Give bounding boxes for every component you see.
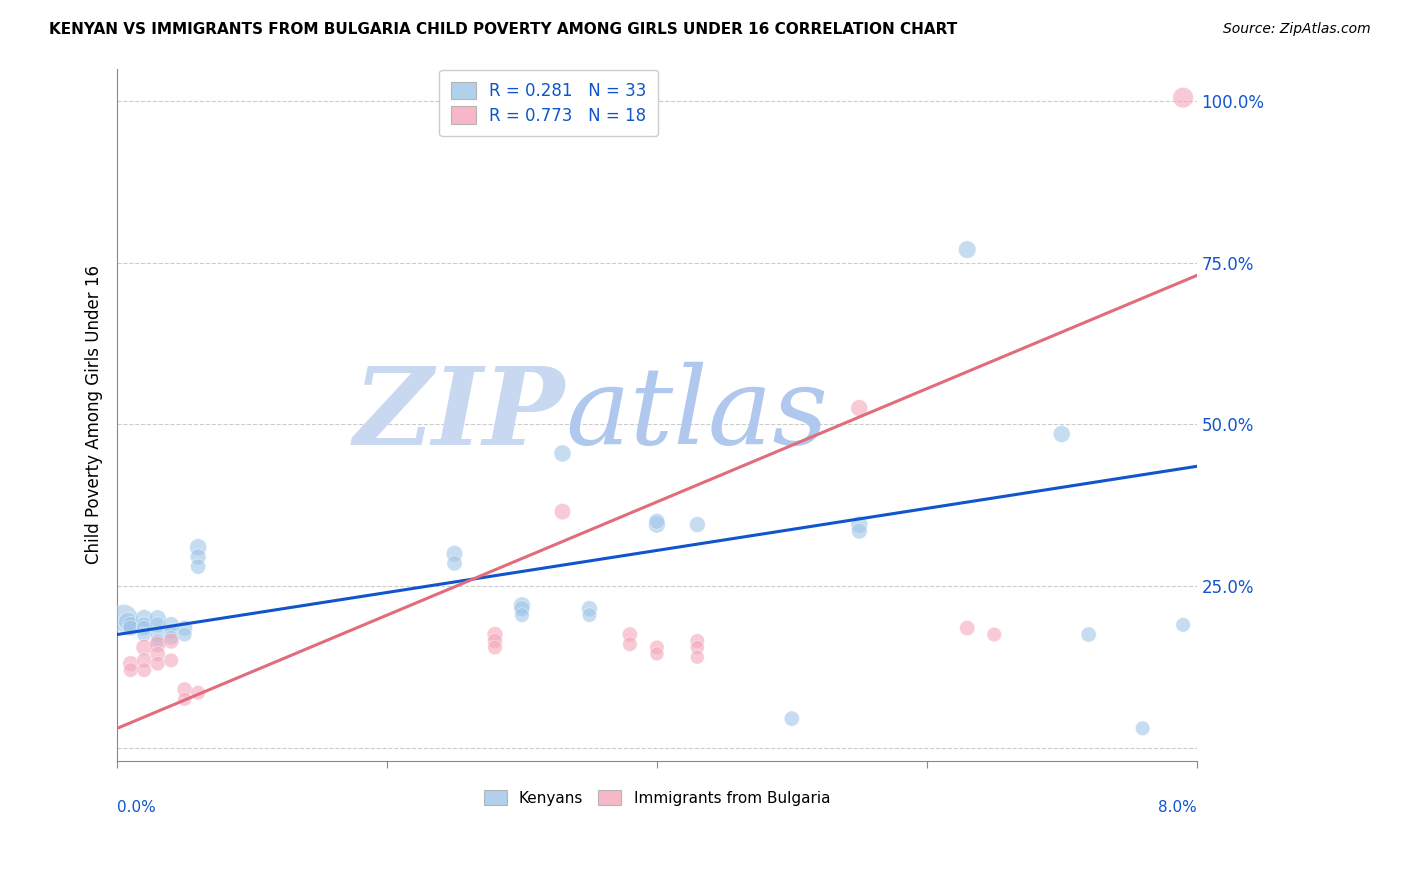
Point — [578, 601, 600, 615]
Point — [1171, 617, 1194, 632]
Text: 8.0%: 8.0% — [1159, 799, 1197, 814]
Y-axis label: Child Poverty Among Girls Under 16: Child Poverty Among Girls Under 16 — [86, 265, 103, 564]
Point — [956, 621, 979, 635]
Point — [187, 559, 209, 574]
Point — [146, 611, 169, 625]
Point — [112, 611, 135, 625]
Point — [848, 401, 870, 416]
Point — [686, 640, 709, 655]
Point — [1077, 627, 1099, 641]
Point — [645, 647, 668, 661]
Point — [686, 634, 709, 648]
Point — [160, 624, 183, 639]
Point — [510, 608, 533, 623]
Legend: Kenyans, Immigrants from Bulgaria: Kenyans, Immigrants from Bulgaria — [478, 784, 837, 812]
Point — [187, 549, 209, 564]
Point — [645, 640, 668, 655]
Point — [510, 599, 533, 613]
Point — [983, 627, 1005, 641]
Point — [645, 514, 668, 528]
Point — [645, 517, 668, 532]
Text: 0.0%: 0.0% — [117, 799, 156, 814]
Point — [956, 243, 979, 257]
Point — [510, 601, 533, 615]
Point — [120, 621, 142, 635]
Point — [780, 712, 803, 726]
Point — [134, 621, 156, 635]
Point — [160, 617, 183, 632]
Text: ZIP: ZIP — [354, 361, 565, 467]
Point — [134, 640, 156, 655]
Point — [686, 517, 709, 532]
Point — [551, 446, 574, 460]
Point — [120, 657, 142, 671]
Point — [686, 650, 709, 665]
Point — [484, 640, 506, 655]
Point — [187, 540, 209, 554]
Point — [146, 637, 169, 651]
Text: atlas: atlas — [565, 362, 828, 467]
Point — [443, 547, 465, 561]
Point — [173, 682, 195, 697]
Point — [484, 634, 506, 648]
Point — [120, 617, 142, 632]
Point — [578, 608, 600, 623]
Point — [1050, 427, 1073, 442]
Point — [173, 621, 195, 635]
Point — [160, 653, 183, 667]
Point — [134, 627, 156, 641]
Point — [443, 557, 465, 571]
Text: KENYAN VS IMMIGRANTS FROM BULGARIA CHILD POVERTY AMONG GIRLS UNDER 16 CORRELATIO: KENYAN VS IMMIGRANTS FROM BULGARIA CHILD… — [49, 22, 957, 37]
Point — [848, 524, 870, 538]
Text: Source: ZipAtlas.com: Source: ZipAtlas.com — [1223, 22, 1371, 37]
Point — [160, 634, 183, 648]
Point — [146, 657, 169, 671]
Point — [146, 634, 169, 648]
Point — [160, 631, 183, 645]
Point — [1171, 90, 1194, 104]
Point — [146, 617, 169, 632]
Point — [134, 663, 156, 677]
Point — [551, 505, 574, 519]
Point — [134, 617, 156, 632]
Point — [146, 647, 169, 661]
Point — [1132, 722, 1154, 736]
Point — [134, 653, 156, 667]
Point — [120, 663, 142, 677]
Point — [187, 686, 209, 700]
Point — [117, 615, 139, 629]
Point — [848, 517, 870, 532]
Point — [173, 627, 195, 641]
Point — [619, 637, 641, 651]
Point — [134, 611, 156, 625]
Point — [484, 627, 506, 641]
Point — [173, 692, 195, 706]
Point — [146, 627, 169, 641]
Point — [619, 627, 641, 641]
